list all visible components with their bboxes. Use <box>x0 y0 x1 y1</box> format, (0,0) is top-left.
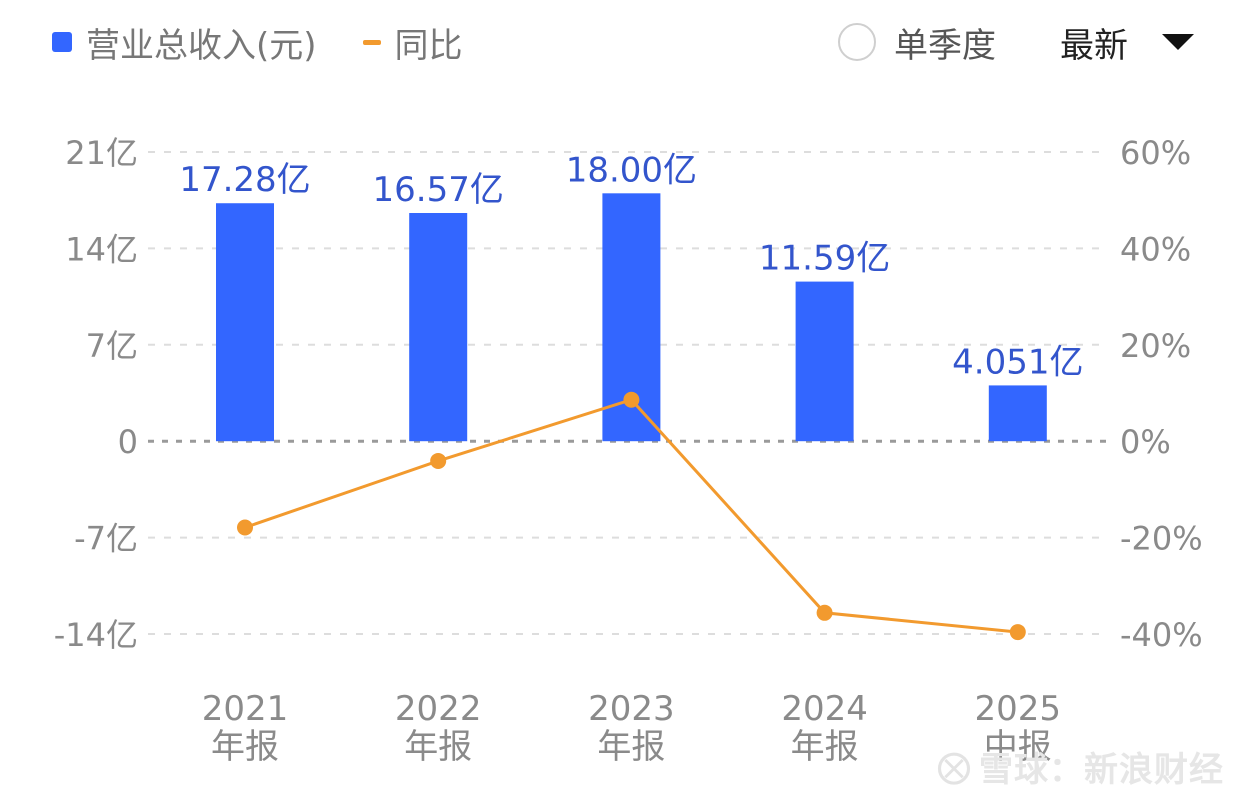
watermark-text: 雪球：新浪财经 <box>979 750 1224 790</box>
x-axis-report-label: 年报 <box>404 727 472 767</box>
yoy-point <box>816 604 833 621</box>
right-axis-tick-label: 40% <box>1120 230 1191 268</box>
right-axis-tick-label: -40% <box>1120 616 1203 654</box>
bar-value-label: 17.28亿 <box>179 160 310 200</box>
single-quarter-label: 单季度 <box>894 25 996 66</box>
x-axis-year-label: 2023 <box>588 689 675 729</box>
right-axis-tick-label: 20% <box>1120 327 1191 365</box>
yoy-line <box>237 391 1026 641</box>
period-dropdown[interactable]: 最新 <box>1060 20 1194 66</box>
x-axis-report-label: 年报 <box>597 727 665 767</box>
right-axis-ticks: 60% 40% 20% 0% -20% -40% <box>1120 134 1203 654</box>
left-axis-ticks: 21亿 14亿 7亿 0 -7亿 -14亿 <box>54 134 138 654</box>
yoy-point <box>430 452 447 469</box>
revenue-legend-label: 营业总收入(元) <box>86 25 317 66</box>
bar-value-labels: 17.28亿 16.57亿 18.00亿 11.59亿 4.051亿 <box>179 150 1083 382</box>
bar-value-label: 4.051亿 <box>952 342 1083 382</box>
x-axis-year-label: 2021 <box>202 689 289 729</box>
period-dropdown-value: 最新 <box>1060 25 1128 66</box>
yoy-legend-label: 同比 <box>394 25 463 66</box>
revenue-bar <box>216 203 274 442</box>
radio-circle-icon[interactable] <box>838 23 876 61</box>
left-axis-tick-label: 21亿 <box>65 134 138 172</box>
left-axis-tick-label: 7亿 <box>86 327 138 365</box>
x-axis-report-label: 年报 <box>211 727 279 767</box>
right-axis-tick-label: -20% <box>1120 520 1203 558</box>
revenue-bar <box>795 281 854 442</box>
revenue-bar <box>988 385 1047 442</box>
single-quarter-toggle[interactable]: 单季度 <box>838 20 996 66</box>
yoy-legend-swatch <box>362 39 381 45</box>
right-axis-tick-label: 0% <box>1120 423 1171 461</box>
x-axis-year-label: 2024 <box>781 689 868 729</box>
yoy-point <box>623 391 640 408</box>
chart-legend: 营业总收入(元) 同比 <box>52 20 463 66</box>
bar-value-label: 16.57亿 <box>373 170 504 210</box>
yoy-point <box>237 519 253 536</box>
left-axis-tick-label: -7亿 <box>74 520 138 558</box>
right-axis-tick-label: 60% <box>1120 134 1191 172</box>
left-axis-tick-label: -14亿 <box>54 616 138 654</box>
watermark: ⨂ 雪球：新浪财经 <box>937 742 1224 791</box>
bar-value-label: 11.59亿 <box>759 239 890 279</box>
x-axis-year-label: 2025 <box>975 689 1062 729</box>
yoy-point <box>1009 624 1026 641</box>
triangle-down-icon[interactable] <box>1162 34 1194 50</box>
x-axis-year-label: 2022 <box>395 689 482 729</box>
left-axis-tick-label: 0 <box>118 423 138 461</box>
revenue-bar <box>409 213 468 442</box>
revenue-bars <box>216 193 1047 442</box>
x-axis-report-label: 年报 <box>791 727 859 767</box>
revenue-legend-swatch <box>52 32 72 52</box>
snowball-logo-icon: ⨂ <box>937 746 971 787</box>
x-axis-report-label: 中报 <box>984 727 1052 767</box>
bar-value-label: 18.00亿 <box>566 150 697 190</box>
left-axis-tick-label: 14亿 <box>65 230 138 268</box>
